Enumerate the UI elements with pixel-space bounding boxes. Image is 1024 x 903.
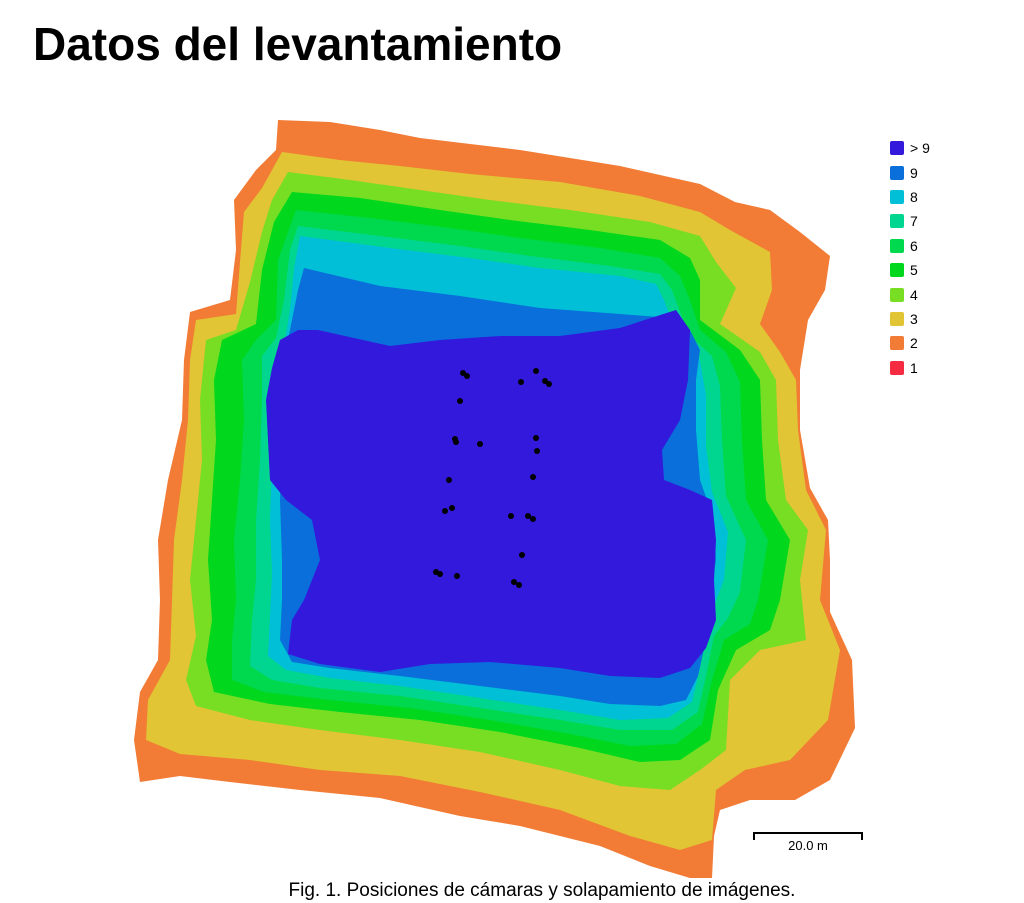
legend-label: 2 bbox=[910, 335, 918, 352]
legend-label: 8 bbox=[910, 188, 918, 205]
legend-item: 8 bbox=[890, 185, 970, 209]
camera-position bbox=[518, 379, 524, 385]
camera-position bbox=[533, 368, 539, 374]
overlap-legend: > 9 9 8 7 6 5 4 3 2 1 bbox=[890, 136, 970, 380]
legend-item: 3 bbox=[890, 307, 970, 331]
legend-swatch bbox=[890, 336, 904, 351]
camera-position bbox=[446, 477, 452, 483]
camera-position bbox=[519, 552, 525, 558]
camera-position bbox=[437, 571, 443, 577]
legend-swatch bbox=[890, 189, 904, 204]
camera-position bbox=[464, 373, 470, 379]
legend-swatch bbox=[890, 238, 904, 253]
camera-position bbox=[457, 398, 463, 404]
legend-label: 9 bbox=[910, 164, 918, 181]
legend-label: 4 bbox=[910, 286, 918, 303]
legend-item: 9 bbox=[890, 160, 970, 184]
camera-position bbox=[453, 439, 459, 445]
page-title: Datos del levantamiento bbox=[33, 18, 563, 70]
scale-bar-line bbox=[753, 832, 863, 834]
camera-position bbox=[477, 441, 483, 447]
figure-caption: Fig. 1. Posiciones de cámaras y solapami… bbox=[288, 880, 796, 901]
camera-position bbox=[525, 513, 531, 519]
legend-item: 2 bbox=[890, 331, 970, 355]
scale-bar: 20.0 m bbox=[753, 829, 863, 859]
legend-label: 5 bbox=[910, 262, 918, 279]
legend-swatch bbox=[890, 311, 904, 326]
legend-label: 3 bbox=[910, 310, 918, 327]
legend-label: 1 bbox=[910, 359, 918, 376]
legend-label: 6 bbox=[910, 237, 918, 254]
scale-bar-label: 20.0 m bbox=[788, 838, 828, 853]
camera-position bbox=[533, 435, 539, 441]
legend-label: 7 bbox=[910, 213, 918, 230]
camera-position bbox=[516, 582, 522, 588]
camera-position bbox=[546, 381, 552, 387]
camera-position bbox=[530, 474, 536, 480]
legend-swatch bbox=[890, 141, 904, 156]
camera-position bbox=[511, 579, 517, 585]
legend-swatch bbox=[890, 165, 904, 180]
legend-swatch bbox=[890, 287, 904, 302]
legend-item: 1 bbox=[890, 356, 970, 380]
legend-swatch bbox=[890, 214, 904, 229]
legend-item: 5 bbox=[890, 258, 970, 282]
legend-label: > 9 bbox=[910, 140, 930, 157]
overlap-zone-gt9 bbox=[266, 310, 716, 678]
camera-position bbox=[442, 508, 448, 514]
camera-positions bbox=[433, 368, 552, 588]
camera-position bbox=[534, 448, 540, 454]
scale-bar-tick bbox=[861, 832, 863, 840]
legend-item: 7 bbox=[890, 209, 970, 233]
legend-item: 6 bbox=[890, 234, 970, 258]
camera-position bbox=[454, 573, 460, 579]
camera-position bbox=[449, 505, 455, 511]
legend-item: > 9 bbox=[890, 136, 970, 160]
scale-bar-tick bbox=[753, 832, 755, 840]
camera-position bbox=[530, 516, 536, 522]
legend-swatch bbox=[890, 360, 904, 375]
camera-position bbox=[508, 513, 514, 519]
legend-swatch bbox=[890, 263, 904, 278]
legend-item: 4 bbox=[890, 282, 970, 306]
